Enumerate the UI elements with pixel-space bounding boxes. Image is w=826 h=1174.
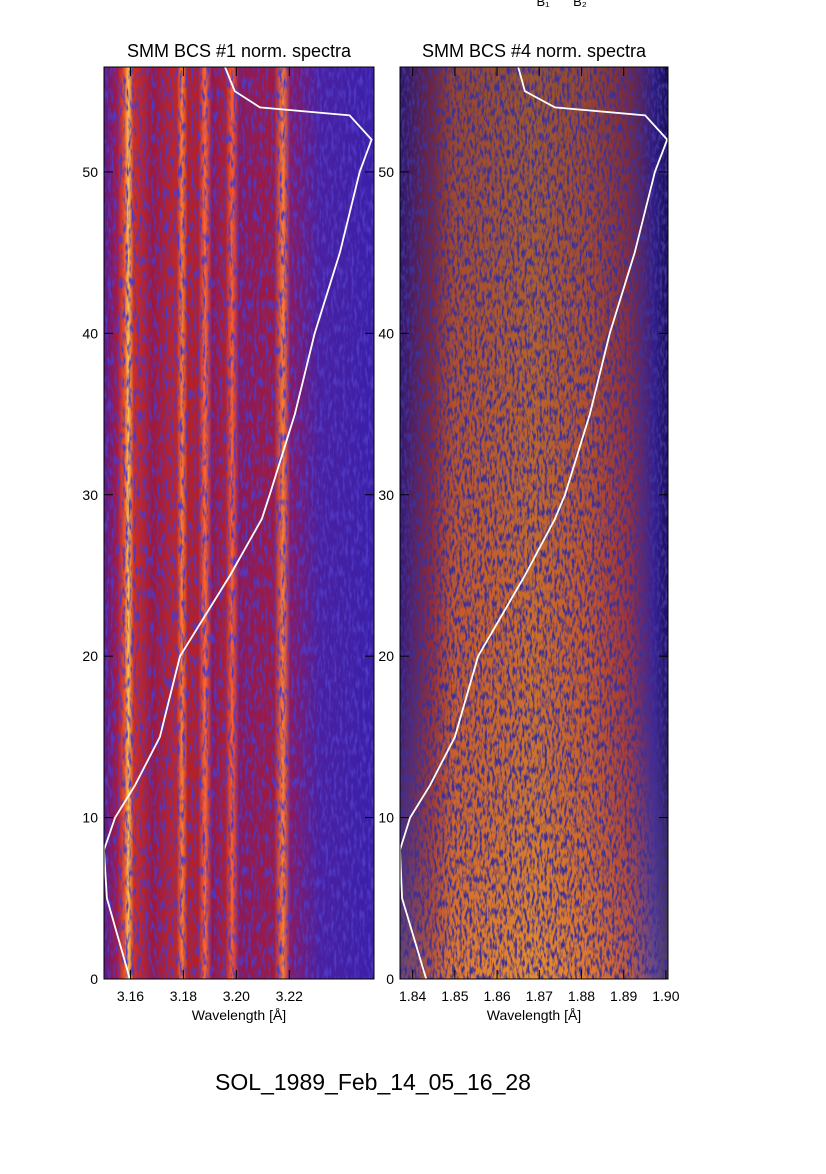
y-tick-label: 10 — [82, 810, 98, 826]
x-tick-label: 1.85 — [441, 988, 468, 1004]
y-tick-label: 30 — [378, 487, 394, 503]
x-tick-label: 3.18 — [170, 988, 197, 1004]
y-tick-label: 50 — [378, 164, 394, 180]
top-label: B₁ — [536, 0, 550, 9]
x-tick-label: 1.84 — [399, 988, 426, 1004]
x-axis-label: Wavelength [Å] — [192, 1007, 286, 1023]
y-tick-label: 20 — [82, 648, 98, 664]
x-tick-label: 3.20 — [223, 988, 250, 1004]
y-tick-label: 30 — [82, 487, 98, 503]
top-label: B₂ — [573, 0, 587, 9]
axes-frame — [103, 66, 375, 980]
y-tick-label: 10 — [378, 810, 394, 826]
x-tick-label: 1.88 — [568, 988, 595, 1004]
y-tick-label: 40 — [378, 325, 394, 341]
y-tick-label: 0 — [386, 971, 394, 987]
light-curve — [103, 66, 373, 980]
x-tick-label: 3.22 — [276, 988, 303, 1004]
heatmap-1 — [104, 67, 374, 979]
y-tick-label: 40 — [82, 325, 98, 341]
x-tick-label: 1.90 — [652, 988, 679, 1004]
x-tick-label: 3.16 — [117, 988, 144, 1004]
y-tick-label: 50 — [82, 164, 98, 180]
heatmap-2 — [400, 67, 668, 979]
x-tick-label: 1.87 — [526, 988, 553, 1004]
panel-title: SMM BCS #4 norm. spectra — [422, 41, 647, 61]
x-tick-label: 1.89 — [610, 988, 637, 1004]
light-curve — [399, 66, 669, 980]
x-tick-label: 1.86 — [483, 988, 510, 1004]
y-tick-label: 20 — [378, 648, 394, 664]
y-tick-label: 0 — [90, 971, 98, 987]
x-axis-label: Wavelength [Å] — [487, 1007, 581, 1023]
axes-frame — [399, 66, 669, 980]
caption: SOL_1989_Feb_14_05_16_28 — [215, 1069, 531, 1095]
panel-title: SMM BCS #1 norm. spectra — [127, 41, 352, 61]
